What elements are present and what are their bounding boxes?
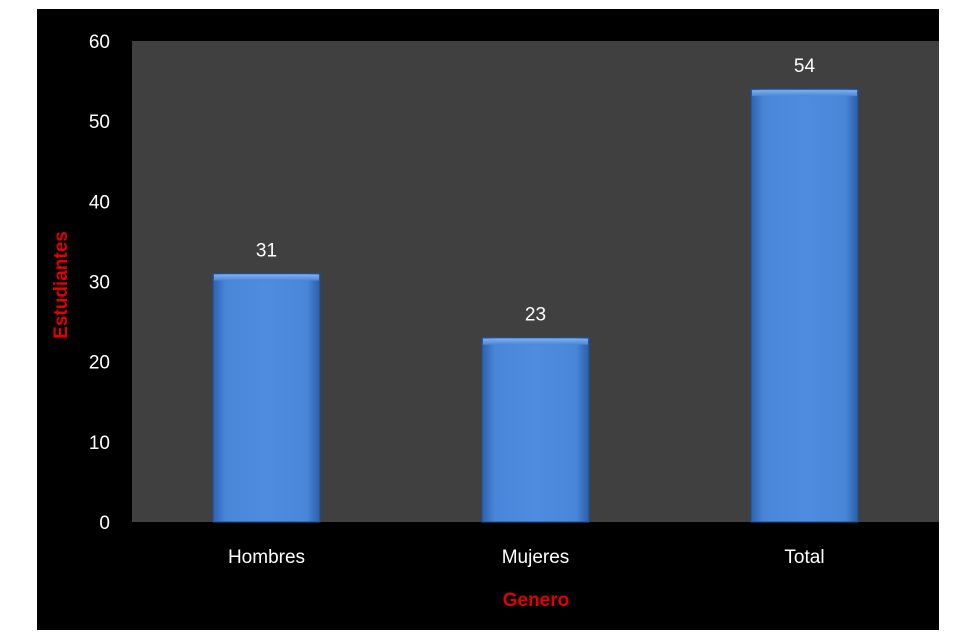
y-tick-label: 30	[89, 273, 110, 294]
bar	[750, 88, 859, 523]
x-axis-title: Genero	[503, 590, 570, 611]
bar	[481, 337, 590, 523]
x-tick-label: Mujeres	[502, 547, 570, 568]
bar-highlight	[752, 90, 857, 97]
bar-body	[750, 88, 859, 523]
x-axis-ticks: Hombres Mujeres Total	[228, 547, 825, 568]
y-tick-label: 0	[99, 513, 110, 534]
data-label: 23	[525, 305, 546, 326]
y-tick-label: 40	[89, 192, 110, 213]
x-tick-label: Total	[784, 547, 824, 568]
bar-highlight	[483, 338, 588, 345]
bars-group	[212, 88, 859, 523]
y-axis-title: Estudiantes	[51, 231, 72, 339]
y-tick-label: 60	[89, 32, 110, 53]
bar-body	[481, 337, 590, 523]
bar-highlight	[214, 274, 319, 281]
bar-body	[212, 272, 321, 523]
y-tick-label: 20	[89, 353, 110, 374]
bar	[212, 272, 321, 523]
data-label: 54	[794, 56, 816, 77]
data-label: 31	[256, 240, 277, 261]
x-tick-label: Hombres	[228, 547, 305, 568]
y-tick-label: 10	[89, 433, 110, 454]
data-labels-group: 31 23 54	[256, 56, 816, 326]
y-axis-ticks: 0 10 20 30 40 50 60	[89, 32, 110, 534]
y-tick-label: 50	[89, 112, 110, 133]
